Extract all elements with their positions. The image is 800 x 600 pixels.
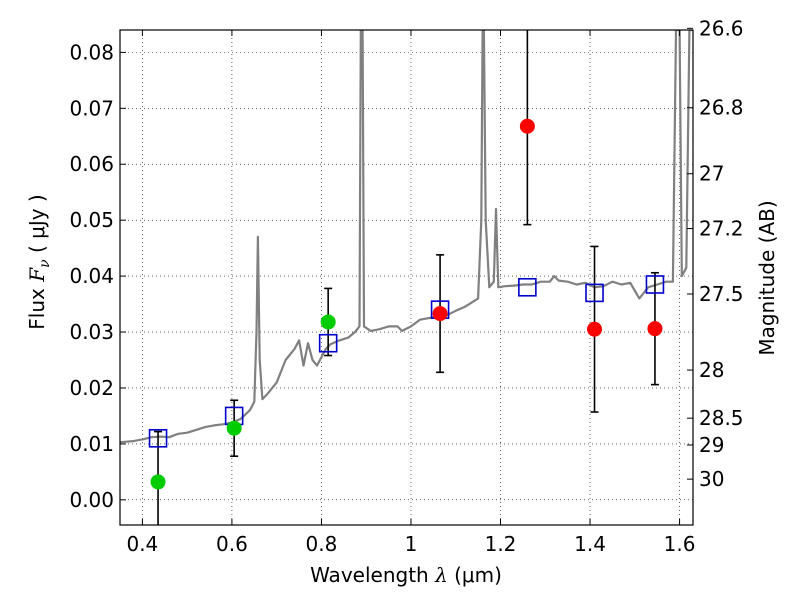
spectrum-line <box>120 30 693 444</box>
model-square <box>318 333 338 353</box>
observed-point-red <box>647 321 663 337</box>
grid <box>120 30 693 525</box>
observed-point-red <box>432 306 448 322</box>
x-axis-title: Wavelength λ (μm) <box>310 563 502 587</box>
observed-points <box>150 118 663 490</box>
y2-tick-label: 30 <box>699 467 724 491</box>
x-tick-label: 0.8 <box>306 532 338 556</box>
y-axis-title-text: Flux <box>25 282 49 330</box>
y2-tick-label: 26.6 <box>699 16 744 40</box>
model-square <box>518 277 537 297</box>
y-axis-title-symbol: F <box>25 267 49 283</box>
y2-tick-label: 28 <box>699 358 724 382</box>
y2-tick-label: 27.2 <box>699 217 744 241</box>
y-axis-title-unit: ( μJy ) <box>25 194 49 259</box>
y-tick-label: 0.07 <box>69 96 114 120</box>
y-tick-label: 0.06 <box>69 152 114 176</box>
y-axis-title-subscript: ν <box>37 259 53 268</box>
x-tick-label: 1.4 <box>574 532 606 556</box>
axis-ticks: 0.4 0.6 0.8 1 1.2 1.4 1.6 0.00 0.01 0.02 0.03 0.04 0… <box>69 16 743 556</box>
y2-tick-label: 28.5 <box>699 406 744 430</box>
y-tick-label: 0.01 <box>69 432 114 456</box>
y2-tick-label: 27.5 <box>699 282 744 306</box>
observed-point-green <box>150 474 166 490</box>
y-tick-label: 0.08 <box>69 40 114 64</box>
x-axis-title-unit: (μm) <box>448 563 502 587</box>
model-square <box>585 283 604 303</box>
observed-point-red <box>587 321 603 337</box>
y-tick-label: 0.00 <box>69 488 114 512</box>
x-axis-title-text: Wavelength <box>310 563 435 587</box>
y2-axis-title: Magnitude (AB) <box>755 200 779 355</box>
y2-tick-label: 26.8 <box>699 96 744 120</box>
y-tick-label: 0.02 <box>69 376 114 400</box>
y2-tick-label: 27 <box>699 162 724 186</box>
y-axis-title: Flux Fν ( μJy ) <box>25 194 53 329</box>
x-tick-label: 0.6 <box>216 532 248 556</box>
model-square <box>148 429 168 448</box>
y2-tick-label: 29 <box>699 433 724 457</box>
x-tick-label: 1.2 <box>485 532 517 556</box>
x-tick-label: 1 <box>405 532 418 556</box>
y-tick-label: 0.03 <box>69 320 114 344</box>
y-tick-label: 0.05 <box>69 208 114 232</box>
observed-point-green <box>320 314 336 330</box>
observed-point-red <box>519 118 535 134</box>
model-square <box>645 275 665 294</box>
y-tick-label: 0.04 <box>69 264 114 288</box>
spectrum-layer <box>120 30 693 444</box>
observed-point-green <box>226 420 242 436</box>
x-axis-title-symbol: λ <box>434 563 448 587</box>
plot-frame <box>119 29 694 526</box>
x-tick-label: 0.4 <box>126 532 158 556</box>
x-tick-label: 1.6 <box>664 532 696 556</box>
